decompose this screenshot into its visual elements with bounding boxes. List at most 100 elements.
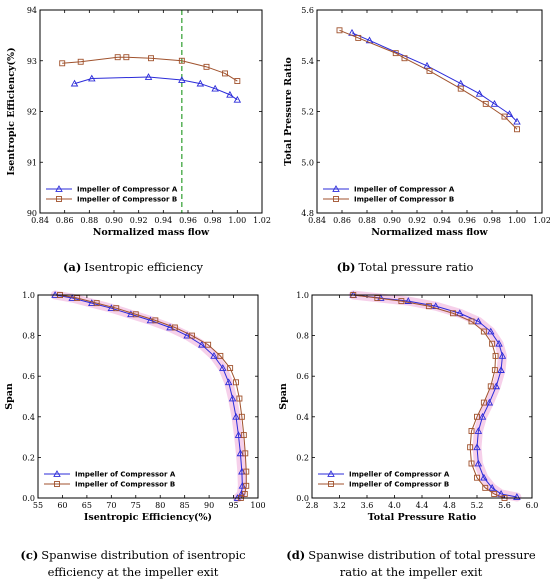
chart-d: 2.8 3.2 3.6 4.0 4.4 4.8 5.2 5.6 6.0 0.0 0.2 0.4 0.6 0… [278, 290, 539, 523]
y-tick-label: 93 [27, 57, 37, 66]
data-point [491, 367, 498, 374]
x-tick-label: 65 [82, 501, 92, 510]
x-tick-label: 1.02 [533, 216, 550, 225]
x-tick-label: 0.92 [408, 216, 426, 225]
data-point [88, 74, 96, 82]
data-point [474, 474, 480, 481]
data-point [513, 117, 521, 125]
x-axis-label: Normalized mass flow [93, 227, 210, 238]
x-tick-label: 0.94 [433, 216, 451, 225]
series-line [351, 32, 518, 123]
data-point [404, 297, 413, 304]
data-point [166, 323, 174, 331]
data-point [480, 328, 487, 335]
data-point [497, 366, 505, 373]
caption-c-line2: efficiency at the impeller exit [48, 565, 219, 579]
x-tick-label: 0.86 [56, 216, 74, 225]
legend-entry: Impeller of Compressor A [349, 471, 450, 479]
data-point [205, 341, 212, 348]
y-tick-label: 90 [27, 209, 37, 218]
data-point [505, 110, 514, 117]
y-tick-label: 5.4 [301, 57, 314, 66]
data-point [487, 383, 494, 390]
caption-a: (a) Isentropic efficiency [63, 260, 204, 274]
x-tick-label: 0.96 [458, 216, 476, 225]
x-tick-label: 1.02 [253, 216, 271, 225]
caption-d-line2: ratio at the impeller exit [340, 565, 483, 579]
series-line [59, 294, 247, 499]
data-point [233, 379, 239, 386]
x-tick-label: 3.2 [333, 501, 346, 510]
y-tick-label: 5.2 [301, 108, 314, 117]
y-tick-label: 0.4 [22, 413, 35, 422]
data-point [234, 431, 243, 438]
x-tick-label: 5.6 [498, 501, 511, 510]
y-tick-label: 4.8 [301, 209, 314, 218]
y-tick-label: 0.6 [22, 372, 35, 381]
data-point [88, 299, 96, 306]
data-point [376, 294, 385, 301]
plot-frame [37, 294, 259, 499]
x-tick-label: 85 [180, 501, 190, 510]
x-tick-label: 4.8 [443, 501, 456, 510]
data-point [495, 339, 503, 347]
caption-b: (b) Total pressure ratio [337, 260, 474, 274]
data-point [59, 60, 66, 67]
x-tick-label: 0.88 [80, 216, 98, 225]
plot-frame [311, 294, 533, 499]
data-point [226, 90, 234, 98]
y-tick-label: 92 [27, 108, 37, 117]
data-point [93, 300, 100, 307]
y-tick-label: 0.2 [22, 453, 35, 462]
data-point [398, 298, 405, 305]
data-point [468, 428, 475, 434]
data-point [488, 483, 496, 491]
legend-marker [328, 481, 334, 487]
data-point [240, 432, 247, 439]
data-point [70, 79, 79, 87]
x-tick-label: 0.84 [31, 216, 49, 225]
x-axis-label: Normalized mass flow [371, 227, 488, 238]
series-b [336, 27, 520, 133]
legend-entry: Impeller of Compressor B [349, 481, 449, 489]
y-tick-label: 0.2 [296, 453, 309, 462]
x-tick-label: 6.0 [526, 501, 539, 510]
data-point [489, 340, 496, 347]
data-point [486, 327, 495, 335]
x-tick-label: 0.88 [358, 216, 376, 225]
x-tick-label: 5.2 [471, 501, 484, 510]
legend-marker [56, 196, 62, 202]
series-a [51, 291, 247, 501]
data-point [478, 412, 487, 420]
y-tick-label: 5.0 [301, 158, 314, 167]
data-point [449, 310, 456, 317]
data-point [426, 67, 433, 74]
data-point [374, 295, 381, 301]
x-tick-label: 4.0 [388, 501, 401, 510]
y-tick-label: 1.0 [22, 291, 35, 300]
legend-entry: Impeller of Compressor A [354, 186, 455, 194]
data-point [236, 395, 243, 402]
y-tick-label: 91 [27, 158, 37, 167]
data-point [222, 70, 228, 77]
x-tick-label: 95 [228, 501, 238, 510]
data-point [196, 79, 205, 87]
charts-layer: 0.84 0.86 0.88 0.90 0.92 0.94 0.96 0.98 1.00 1.02… [4, 6, 550, 523]
y-axis-label: Span [278, 383, 289, 410]
legend-marker [327, 470, 335, 477]
x-tick-label: 0.98 [204, 216, 222, 225]
y-tick-label: 5.6 [301, 6, 314, 15]
x-tick-label: 4.4 [416, 501, 429, 510]
data-point [114, 54, 121, 61]
series-line [74, 76, 238, 101]
x-tick-label: 3.6 [361, 501, 374, 510]
data-point [107, 304, 116, 312]
x-tick-label: 0.96 [179, 216, 197, 225]
data-point [178, 76, 186, 83]
data-point [490, 99, 499, 107]
data-point [144, 73, 153, 80]
y-tick-label: 0.4 [296, 413, 309, 422]
legend-entry: Impeller of Compressor B [354, 196, 454, 204]
data-point [474, 413, 480, 420]
x-tick-label: 0.86 [333, 216, 351, 225]
